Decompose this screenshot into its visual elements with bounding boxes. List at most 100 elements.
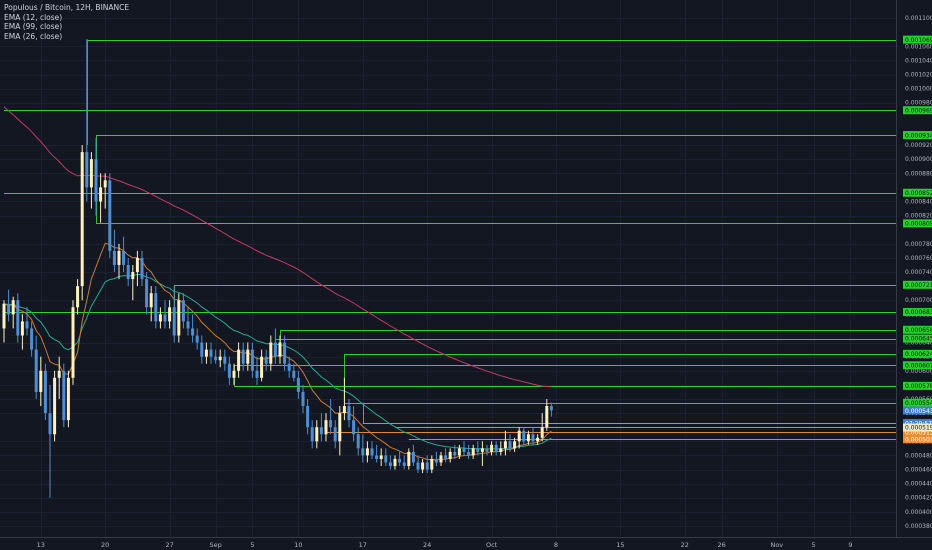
candle-body (292, 370, 296, 378)
candle (250, 342, 254, 378)
candle (462, 441, 466, 456)
candle-body (467, 451, 471, 456)
candle (131, 264, 135, 301)
candle-body (112, 250, 116, 265)
candle (237, 342, 241, 378)
candle-body (131, 272, 135, 280)
candle-body (494, 444, 498, 452)
time-tick-label: 9 (848, 541, 852, 549)
candle (30, 321, 34, 357)
price-label-text: 0.0005131 (905, 429, 932, 436)
candle (108, 173, 112, 258)
time-tick-label: 22 (681, 541, 689, 549)
candle (545, 398, 549, 431)
candle-body (306, 406, 310, 428)
candle (467, 444, 471, 459)
candle-body (163, 314, 167, 322)
price-label-box (903, 435, 932, 444)
candle (522, 427, 526, 445)
time-tick-label: 15 (616, 541, 624, 549)
candle (85, 39, 89, 202)
candle (310, 420, 314, 449)
candle (227, 356, 231, 385)
candle (526, 430, 530, 445)
price-label-text: 0.0009342 (905, 132, 932, 139)
candle-body (333, 427, 337, 442)
candle-body (177, 300, 181, 336)
price-level-label: 0.0005546 (903, 398, 932, 407)
candle (191, 314, 195, 343)
candle (453, 444, 457, 459)
time-axis[interactable] (0, 537, 932, 550)
candle-body (416, 462, 420, 470)
candle (232, 363, 236, 385)
price-label-box (903, 308, 932, 317)
candle-body (200, 342, 204, 357)
candle (126, 257, 130, 287)
candle-body (398, 458, 402, 463)
price-axis[interactable] (896, 0, 932, 537)
candle-body (301, 391, 305, 407)
candle-body (379, 455, 383, 459)
candle-body (181, 300, 185, 322)
candle (439, 451, 443, 466)
candle (255, 356, 259, 385)
candle-body (444, 455, 448, 459)
candle-body (457, 448, 461, 456)
candle (16, 293, 20, 343)
candle-body (39, 370, 43, 392)
grid (0, 0, 896, 537)
candle-body (536, 437, 540, 442)
candle-body (393, 458, 397, 466)
candle-body (154, 293, 158, 322)
candle-body (480, 448, 484, 452)
candle (517, 427, 521, 449)
candle-body (57, 370, 61, 378)
candle (365, 441, 369, 463)
candle (315, 420, 319, 449)
candle (260, 349, 264, 382)
current-price-label: 0.0005196 (903, 423, 932, 432)
candle (540, 413, 544, 442)
price-level-label: 0.0006078 (903, 361, 932, 369)
candle-body (352, 420, 356, 435)
candle (99, 173, 103, 223)
price-label-box (903, 349, 932, 358)
candle (306, 398, 310, 435)
candle (117, 243, 121, 280)
price-label-text: 0.0006581 (905, 327, 932, 334)
candle-body (324, 420, 328, 435)
candle-body (223, 356, 227, 364)
ema26-line (3, 273, 552, 450)
candle (329, 398, 333, 435)
candle-body (388, 462, 392, 466)
time-tick-label: Nov (770, 541, 783, 549)
candle-body (531, 434, 535, 442)
candle-body (48, 413, 52, 435)
candle (536, 434, 540, 445)
candle-body (11, 300, 15, 315)
candle (264, 349, 268, 371)
candle (181, 293, 185, 329)
candle (347, 398, 351, 428)
time-axis-ticks: 13 20 27 Sep 5 10 17 24 Oct 8 15 22 26 Nov 5 9 (37, 541, 853, 549)
candle-body (16, 300, 20, 336)
candle (48, 384, 52, 498)
candle-body (25, 321, 29, 329)
candle (434, 451, 438, 466)
candle (158, 307, 162, 329)
candle (342, 377, 346, 421)
candle (273, 328, 277, 364)
candle (140, 250, 144, 287)
